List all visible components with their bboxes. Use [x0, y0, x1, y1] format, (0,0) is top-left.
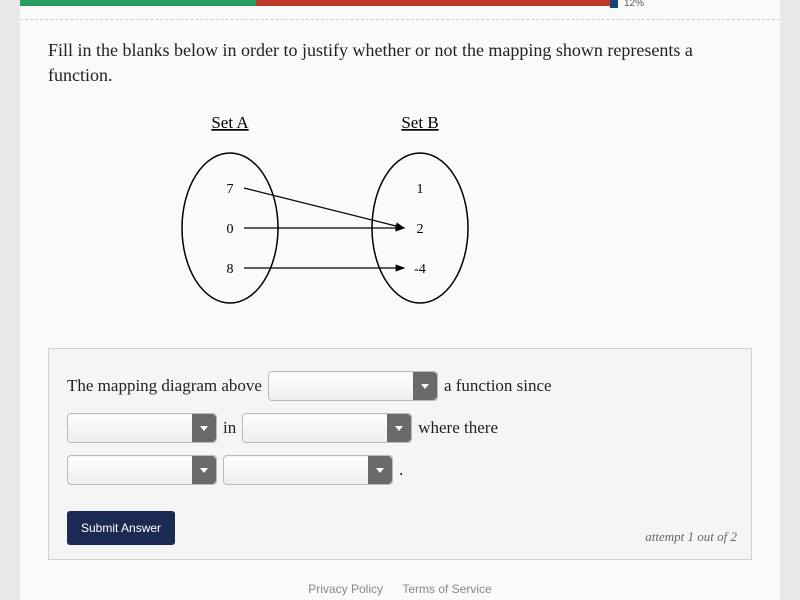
set-a-label: Set A — [211, 113, 249, 132]
answer-box: The mapping diagram above a function sin… — [48, 348, 752, 560]
dropdown-4[interactable] — [67, 455, 217, 485]
instructions-text: Fill in the blanks below in order to jus… — [20, 20, 780, 98]
answer-line-2: in where there — [67, 413, 733, 443]
svg-text:0: 0 — [227, 222, 234, 237]
chevron-down-icon — [368, 456, 392, 484]
dropdown-5[interactable] — [223, 455, 393, 485]
dropdown-3[interactable] — [242, 413, 412, 443]
set-a-nodes: 7 0 8 — [227, 182, 234, 277]
svg-text:-4: -4 — [414, 262, 426, 277]
progress-row: 12% — [20, 0, 780, 20]
page-container: 12% Fill in the blanks below in order to… — [20, 0, 780, 600]
svg-text:7: 7 — [227, 182, 234, 197]
chevron-down-icon — [192, 414, 216, 442]
sentence-part1: The mapping diagram above — [67, 376, 262, 396]
svg-text:1: 1 — [417, 182, 424, 197]
progress-bar — [20, 0, 610, 6]
dropdown-2[interactable] — [67, 413, 217, 443]
chevron-down-icon — [387, 414, 411, 442]
footer-links: Privacy Policy Terms of Service — [20, 582, 780, 596]
svg-text:2: 2 — [417, 222, 424, 237]
submit-button[interactable]: Submit Answer — [67, 511, 175, 545]
chevron-down-icon — [413, 372, 437, 400]
progress-marker — [610, 0, 618, 8]
sentence-part2: a function since — [444, 376, 552, 396]
terms-link[interactable]: Terms of Service — [402, 582, 491, 596]
sentence-part4: where there — [418, 418, 498, 438]
answer-line-1: The mapping diagram above a function sin… — [67, 371, 733, 401]
sentence-part3: in — [223, 418, 236, 438]
dropdown-1[interactable] — [268, 371, 438, 401]
chevron-down-icon — [192, 456, 216, 484]
mapping-diagram: Set A Set B 7 0 8 1 2 -4 — [20, 108, 780, 328]
progress-percent: 12% — [624, 0, 644, 9]
svg-text:8: 8 — [227, 262, 234, 277]
diagram-svg: Set A Set B 7 0 8 1 2 -4 — [150, 108, 510, 328]
sentence-period: . — [399, 460, 403, 480]
answer-line-3: . — [67, 455, 733, 485]
mapping-arrows — [244, 188, 404, 268]
set-b-nodes: 1 2 -4 — [414, 182, 426, 277]
privacy-link[interactable]: Privacy Policy — [308, 582, 383, 596]
set-b-label: Set B — [401, 113, 438, 132]
attempt-label: attempt 1 out of 2 — [645, 529, 737, 545]
